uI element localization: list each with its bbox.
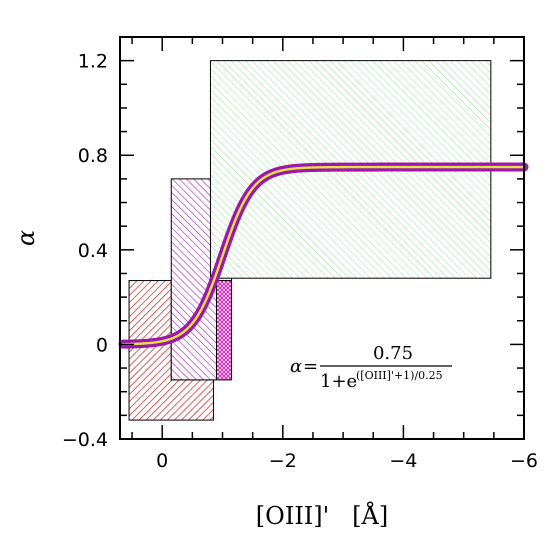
x-tick-label: 0 [156,450,168,472]
shaded-region-3 [170,178,217,381]
equation-denominator: 1+e [320,371,357,392]
curve-core [121,165,526,346]
plot-frame [119,36,525,440]
equation-equals: = [303,356,318,377]
tick-labels: 0 −2 −4 −6 −0.4 0 0.4 0.8 1.2 [62,51,538,472]
equation-numerator: 0.75 [373,343,413,364]
x-axis-label: [OIII]' [Å] [256,501,388,530]
y-axis-label: α [12,230,40,246]
sigmoid-curve [118,162,529,349]
equation-annotation: α = 0.75 1+e ([OIII]'+1)/0.25 [290,343,452,392]
x-tick-label: −6 [510,450,538,472]
y-tick-label: 0 [96,334,108,356]
equation-lhs: α [290,356,302,377]
x-tick-label: −4 [389,450,417,472]
equation-exponent: ([OIII]'+1)/0.25 [356,369,443,382]
y-tick-label: −0.4 [62,429,108,451]
x-tick-label: −2 [269,450,297,472]
y-tick-label: 1.2 [78,51,108,73]
y-tick-label: 0.4 [78,240,108,262]
y-tick-label: 0.8 [78,145,108,167]
axis-ticks [120,36,525,440]
